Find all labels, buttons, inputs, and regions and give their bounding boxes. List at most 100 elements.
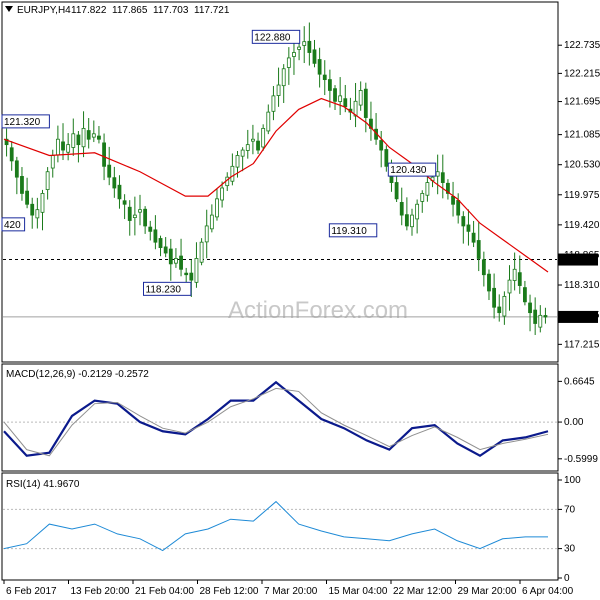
candle-body xyxy=(55,138,60,156)
candle-body xyxy=(446,182,450,194)
macd-title: MACD(12,26,9) -0.2129 -0.2572 xyxy=(6,369,149,380)
candle-body xyxy=(102,142,106,167)
candle-body xyxy=(117,184,122,200)
candle-body xyxy=(317,59,322,75)
candle-body xyxy=(523,287,527,303)
candle-body xyxy=(543,315,548,318)
candle-body xyxy=(40,193,45,213)
candle-body xyxy=(451,195,455,205)
rsi-tick-label: 30 xyxy=(564,544,576,555)
candle-body xyxy=(143,208,148,227)
candle-body xyxy=(220,187,225,201)
candle-body xyxy=(179,255,183,270)
candle-body xyxy=(189,272,194,281)
rsi-tick-label: 0 xyxy=(564,573,570,584)
time-tick-label: 6 Feb 2017 xyxy=(6,586,57,597)
candle-body xyxy=(276,84,281,96)
time-tick-label: 15 Mar 04:00 xyxy=(329,586,388,597)
candle-body xyxy=(492,287,497,308)
rsi-axis: 100 70 30 0 xyxy=(558,475,581,584)
price-tick-label: 119.420 xyxy=(564,220,600,231)
ohlc-low: 117.703 xyxy=(153,5,189,16)
candle-body xyxy=(86,130,91,140)
macd-tick-label: -0.5999 xyxy=(564,454,598,465)
candle-body xyxy=(327,79,332,91)
candle-body xyxy=(122,200,127,205)
candle-body xyxy=(312,49,317,64)
candle-body xyxy=(9,147,14,162)
current-price-box xyxy=(558,310,598,323)
watermark: ActionForex.com xyxy=(228,297,408,324)
macd-plot xyxy=(3,380,557,458)
candle-body xyxy=(30,203,35,216)
candle-body xyxy=(384,149,389,167)
price-tick-label: 119.975 xyxy=(564,190,600,201)
rsi-title: RSI(14) 41.9670 xyxy=(6,479,80,490)
candle-body xyxy=(230,165,235,182)
price-tick-label: 118.310 xyxy=(564,280,600,291)
candle-body xyxy=(466,224,471,232)
candle-body xyxy=(50,155,55,169)
dropdown-triangle-icon xyxy=(5,6,13,12)
candle-body xyxy=(76,134,81,146)
price-tick-label: 117.215 xyxy=(564,339,600,350)
candle-body xyxy=(174,258,178,264)
rsi-plot xyxy=(3,500,557,552)
price-annotation-label: 121.320 xyxy=(4,117,41,128)
macd-axis: 0.6645 0.00 -0.5999 xyxy=(558,376,598,465)
candle-body xyxy=(91,133,96,138)
candle-body xyxy=(251,138,255,142)
price-annotation-box xyxy=(387,162,437,177)
time-tick-label: 29 Mar 20:00 xyxy=(458,586,517,597)
time-tick-label: 6 Apr 04:00 xyxy=(522,586,574,597)
time-tick-label: 7 Mar 20:00 xyxy=(264,586,318,597)
symbol-header: EURJPY,H4 xyxy=(17,5,71,16)
candle-body xyxy=(338,95,343,102)
candle-body xyxy=(14,160,19,178)
candle-body xyxy=(153,229,158,243)
candle-body xyxy=(199,241,204,263)
price-tick-label: 121.695 xyxy=(564,97,600,108)
candle-body xyxy=(502,295,507,317)
candle-body xyxy=(66,144,71,153)
current-price-label: 117.721 xyxy=(562,313,598,324)
price-annotation-box xyxy=(143,281,192,296)
rsi-tick-label: 70 xyxy=(564,504,576,515)
price-annotation-box xyxy=(1,114,50,129)
ohlc-high: 117.865 xyxy=(112,5,148,16)
candle-body xyxy=(322,74,327,81)
candle-body xyxy=(163,246,168,254)
candle-body xyxy=(333,88,337,102)
time-tick-label: 22 Mar 12:00 xyxy=(393,586,452,597)
candle-body xyxy=(132,214,137,219)
candle-body xyxy=(194,258,199,283)
candle-body xyxy=(358,90,363,106)
candle-body xyxy=(271,95,276,112)
macd-panel xyxy=(1,363,559,472)
moving-average-line xyxy=(3,97,549,273)
candle-body xyxy=(215,198,219,218)
candle-body xyxy=(538,314,543,328)
candle-body xyxy=(107,164,112,178)
candle-body xyxy=(415,203,420,220)
candle-body xyxy=(281,68,286,87)
candle-body xyxy=(497,306,502,314)
candle-body xyxy=(204,225,209,243)
macd-tick-label: 0.00 xyxy=(564,417,584,428)
price-annotation-label: 119.310 xyxy=(331,226,367,237)
candle-body xyxy=(245,144,250,151)
candle-body xyxy=(168,248,173,265)
candle-body xyxy=(410,214,414,228)
price-annotation-label: 420 xyxy=(4,220,21,231)
candle-body xyxy=(353,100,358,117)
candle-body xyxy=(4,138,9,146)
candle-body xyxy=(363,88,368,118)
candle-body xyxy=(425,182,430,196)
macd-tick-label: 0.6645 xyxy=(564,376,595,387)
candle-body xyxy=(35,209,40,219)
time-tick-label: 21 Feb 04:00 xyxy=(135,586,194,597)
candle-body xyxy=(379,140,384,151)
ohlc-close: 117.721 xyxy=(194,5,230,16)
macd-line xyxy=(3,380,549,458)
